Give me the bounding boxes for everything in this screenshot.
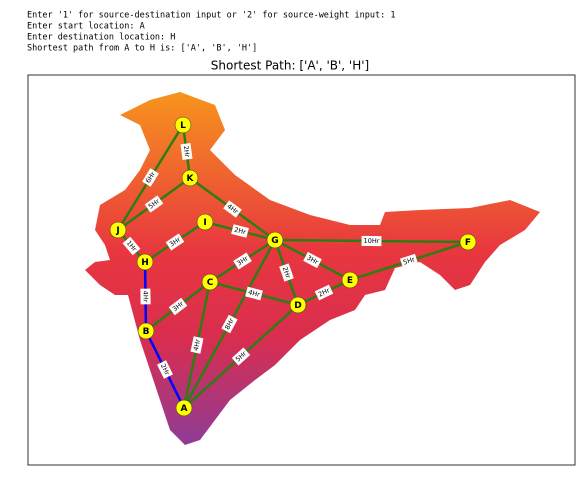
edge-label-text: 5Hr xyxy=(402,255,416,266)
edge-label-text: 10Hr xyxy=(364,237,380,245)
edge-label-box xyxy=(165,233,185,251)
node xyxy=(201,273,219,291)
edge-label-box xyxy=(231,347,251,366)
edge-label-box xyxy=(279,263,294,282)
edge-label: 2Hr xyxy=(180,143,193,160)
edge-label-box xyxy=(223,200,242,218)
node-label: D xyxy=(294,301,301,311)
node-label: H xyxy=(141,258,149,268)
node-label: B xyxy=(143,327,150,337)
node-label: I xyxy=(203,218,206,228)
edge-label-box xyxy=(245,286,263,301)
edge-label: 5Hr xyxy=(231,347,251,366)
edge-label: 2Hr xyxy=(157,360,173,379)
edge-label-box xyxy=(233,252,252,270)
plot-title: Shortest Path: ['A', 'B', 'H'] xyxy=(211,59,369,73)
edge-label: 2Hr xyxy=(231,224,249,238)
node xyxy=(289,296,307,314)
node xyxy=(459,233,477,251)
edge-label-text: 4Hr xyxy=(141,291,149,303)
node-label: K xyxy=(187,174,195,184)
edge-label-box xyxy=(168,297,188,316)
edge-label: 3Hr xyxy=(233,252,252,270)
node xyxy=(341,271,359,289)
edge-label-box xyxy=(231,224,249,238)
node xyxy=(174,116,192,134)
edge-label-box xyxy=(221,314,238,334)
edge-label: 4Hr xyxy=(190,336,204,354)
node xyxy=(175,399,193,417)
edge-label: 4Hr xyxy=(223,200,242,218)
node xyxy=(181,169,199,187)
map xyxy=(85,92,540,445)
edge-label: 3Hr xyxy=(165,233,185,251)
edge-label: 4Hr xyxy=(140,288,151,305)
edge-label: 5Hr xyxy=(399,253,419,269)
edge-label: 3Hr xyxy=(303,251,322,269)
edge-label-box xyxy=(140,288,151,305)
node-label: F xyxy=(465,238,471,248)
edge-label-box xyxy=(180,143,193,160)
node-label: L xyxy=(180,121,186,131)
node-label: A xyxy=(181,404,188,414)
node xyxy=(266,231,284,249)
edge-label: 6Hr xyxy=(142,168,159,187)
edge-label: 5Hr xyxy=(144,195,164,213)
console-line: Shortest path from A to H is: ['A', 'B',… xyxy=(27,44,257,54)
edge-label-text: 4Hr xyxy=(192,338,202,351)
node xyxy=(137,322,155,340)
node-label: G xyxy=(271,236,278,246)
edge-label-text: 2Hr xyxy=(182,145,192,158)
edge-label-box xyxy=(157,360,173,379)
node-label: E xyxy=(347,276,353,286)
edge-label-box xyxy=(314,284,334,301)
edge-label-box xyxy=(399,253,419,269)
console-line: Enter '1' for source-destination input o… xyxy=(27,11,395,21)
edge-label-box xyxy=(361,235,382,247)
console-line: Enter destination location: H xyxy=(27,33,175,43)
edge-label-text: 2Hr xyxy=(281,266,293,280)
node-label: C xyxy=(207,278,214,288)
edge-label: 10Hr xyxy=(361,235,382,247)
node xyxy=(136,253,154,271)
edge-label: 1Hr xyxy=(122,236,141,256)
edge-label: 2Hr xyxy=(279,263,294,282)
plot-frame xyxy=(27,74,576,466)
edge-label: 3Hr xyxy=(168,297,188,316)
node xyxy=(109,221,127,239)
edge-label-box xyxy=(144,195,164,213)
edge-label-box xyxy=(190,336,204,354)
node-label: J xyxy=(115,226,119,236)
edge-label: 8Hr xyxy=(221,314,238,334)
edge-label-box xyxy=(122,236,141,256)
console-line: Enter start location: A xyxy=(27,22,145,32)
edge-label: 2Hr xyxy=(314,284,334,301)
node xyxy=(196,213,214,231)
edge-label: 4Hr xyxy=(245,286,263,301)
edge-label-text: 2Hr xyxy=(233,226,247,237)
edge-label-box xyxy=(303,251,322,269)
edge-label-text: 4Hr xyxy=(247,288,261,299)
edge-label-box xyxy=(142,168,159,187)
